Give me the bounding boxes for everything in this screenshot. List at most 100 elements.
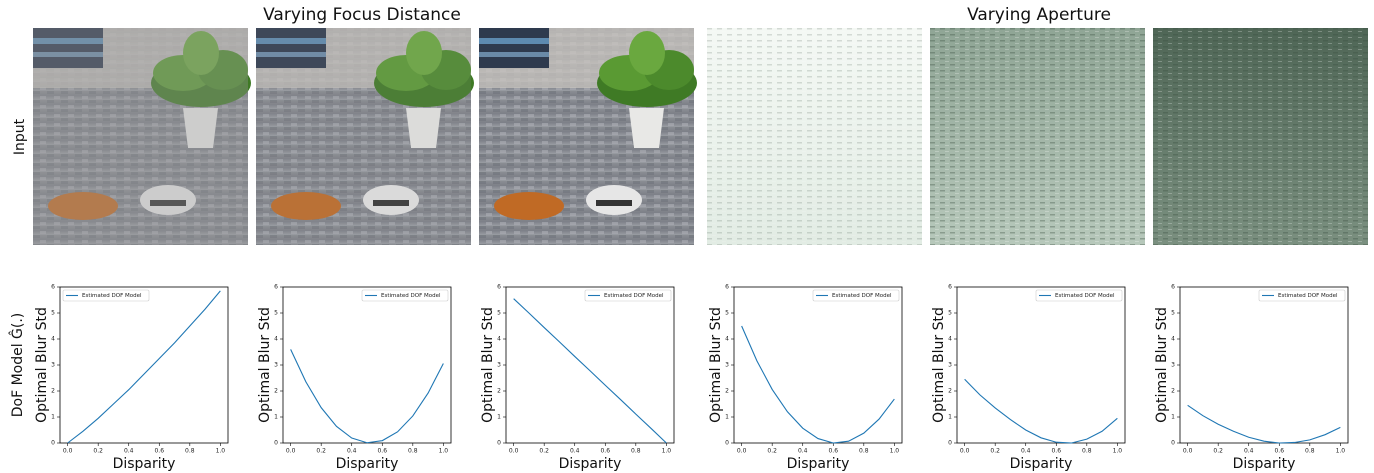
y-tick-label: 1	[51, 414, 55, 421]
x-tick-label: 0.8	[1082, 448, 1092, 455]
data-line	[742, 326, 895, 443]
x-axis-label: Disparity	[336, 456, 399, 472]
x-tick-label: 0.2	[990, 448, 1000, 455]
x-tick-label: 0.4	[1244, 448, 1254, 455]
x-tick-label: 1.0	[216, 448, 226, 455]
row-label: Input	[12, 118, 28, 155]
plot-frame	[283, 287, 451, 443]
x-tick-label: 1.0	[890, 448, 900, 455]
input-photo	[479, 28, 697, 245]
y-tick-label: 3	[51, 362, 55, 369]
plot-frame	[60, 287, 228, 443]
legend-label: Estimated DOF Model	[381, 293, 441, 299]
x-tick-label: 1.0	[1113, 448, 1123, 455]
y-tick-label: 2	[1171, 388, 1175, 395]
input-photo	[256, 28, 474, 245]
y-tick-label: 3	[725, 362, 729, 369]
plot-frame	[506, 287, 674, 443]
y-tick-label: 0	[274, 440, 278, 447]
y-tick-label: 4	[274, 336, 278, 343]
y-tick-label: 3	[497, 362, 501, 369]
y-tick-label: 3	[274, 362, 278, 369]
x-tick-label: 0.2	[767, 448, 777, 455]
y-tick-label: 6	[948, 284, 952, 291]
data-line	[1188, 405, 1341, 443]
x-tick-label: 1.0	[662, 448, 672, 455]
x-tick-label: 0.6	[154, 448, 164, 455]
y-tick-label: 1	[725, 414, 729, 421]
x-tick-label: 0.2	[539, 448, 549, 455]
y-axis-label: Optimal Blur Std	[708, 307, 724, 423]
y-tick-label: 5	[1171, 310, 1175, 317]
x-tick-label: 0.4	[570, 448, 580, 455]
y-tick-label: 4	[725, 336, 729, 343]
y-tick-label: 1	[1171, 414, 1175, 421]
y-tick-label: 2	[51, 388, 55, 395]
figure: Varying Focus Distance Varying Aperture …	[0, 0, 1374, 473]
y-tick-label: 6	[274, 284, 278, 291]
legend-label: Estimated DOF Model	[1278, 293, 1338, 299]
data-line	[965, 379, 1118, 443]
y-axis-label: Optimal Blur Std	[34, 307, 50, 423]
x-tick-label: 0.6	[828, 448, 838, 455]
y-tick-label: 0	[1171, 440, 1175, 447]
x-tick-label: 0.0	[286, 448, 296, 455]
x-axis-label: Disparity	[1233, 456, 1296, 472]
y-tick-label: 0	[948, 440, 952, 447]
x-axis-label: Disparity	[787, 456, 850, 472]
legend-label: Estimated DOF Model	[1055, 293, 1115, 299]
y-tick-label: 0	[725, 440, 729, 447]
y-tick-label: 2	[725, 388, 729, 395]
y-axis-label: Optimal Blur Std	[480, 307, 496, 423]
x-tick-label: 0.8	[631, 448, 641, 455]
x-tick-label: 0.2	[1213, 448, 1223, 455]
y-tick-label: 3	[948, 362, 952, 369]
x-tick-label: 0.4	[124, 448, 134, 455]
x-axis-label: Disparity	[559, 456, 622, 472]
y-axis-label: Optimal Blur Std	[931, 307, 947, 423]
input-photo	[930, 28, 1145, 245]
data-line	[291, 349, 444, 442]
x-tick-label: 0.4	[1021, 448, 1031, 455]
x-tick-label: 1.0	[1336, 448, 1346, 455]
legend-label: Estimated DOF Model	[604, 293, 664, 299]
x-tick-label: 0.8	[185, 448, 195, 455]
y-tick-label: 6	[1171, 284, 1175, 291]
y-axis-label: Optimal Blur Std	[1154, 307, 1170, 423]
x-tick-label: 0.8	[408, 448, 418, 455]
y-tick-label: 5	[274, 310, 278, 317]
x-tick-label: 0.6	[1274, 448, 1284, 455]
data-line	[68, 291, 221, 443]
x-tick-label: 0.6	[600, 448, 610, 455]
y-tick-label: 5	[497, 310, 501, 317]
x-tick-label: 0.6	[1051, 448, 1061, 455]
y-tick-label: 5	[725, 310, 729, 317]
input-photo	[1153, 28, 1368, 245]
y-tick-label: 0	[497, 440, 501, 447]
y-tick-label: 5	[51, 310, 55, 317]
input-photo	[33, 28, 251, 245]
x-tick-label: 0.8	[1305, 448, 1315, 455]
x-tick-label: 0.2	[316, 448, 326, 455]
y-tick-label: 2	[497, 388, 501, 395]
y-tick-label: 6	[497, 284, 501, 291]
plot-frame	[957, 287, 1125, 443]
data-line	[514, 299, 667, 443]
y-tick-label: 6	[51, 284, 55, 291]
group-title: Varying Focus Distance	[263, 5, 461, 25]
plot-frame	[1180, 287, 1348, 443]
x-tick-label: 0.4	[347, 448, 357, 455]
y-tick-label: 6	[725, 284, 729, 291]
y-tick-label: 1	[497, 414, 501, 421]
x-tick-label: 1.0	[439, 448, 449, 455]
y-tick-label: 1	[274, 414, 278, 421]
x-tick-label: 0.8	[859, 448, 869, 455]
y-tick-label: 2	[274, 388, 278, 395]
x-tick-label: 0.0	[960, 448, 970, 455]
y-tick-label: 1	[948, 414, 952, 421]
y-tick-label: 2	[948, 388, 952, 395]
y-tick-label: 4	[51, 336, 55, 343]
y-axis-label: Optimal Blur Std	[257, 307, 273, 423]
y-tick-label: 4	[497, 336, 501, 343]
x-tick-label: 0.0	[1183, 448, 1193, 455]
